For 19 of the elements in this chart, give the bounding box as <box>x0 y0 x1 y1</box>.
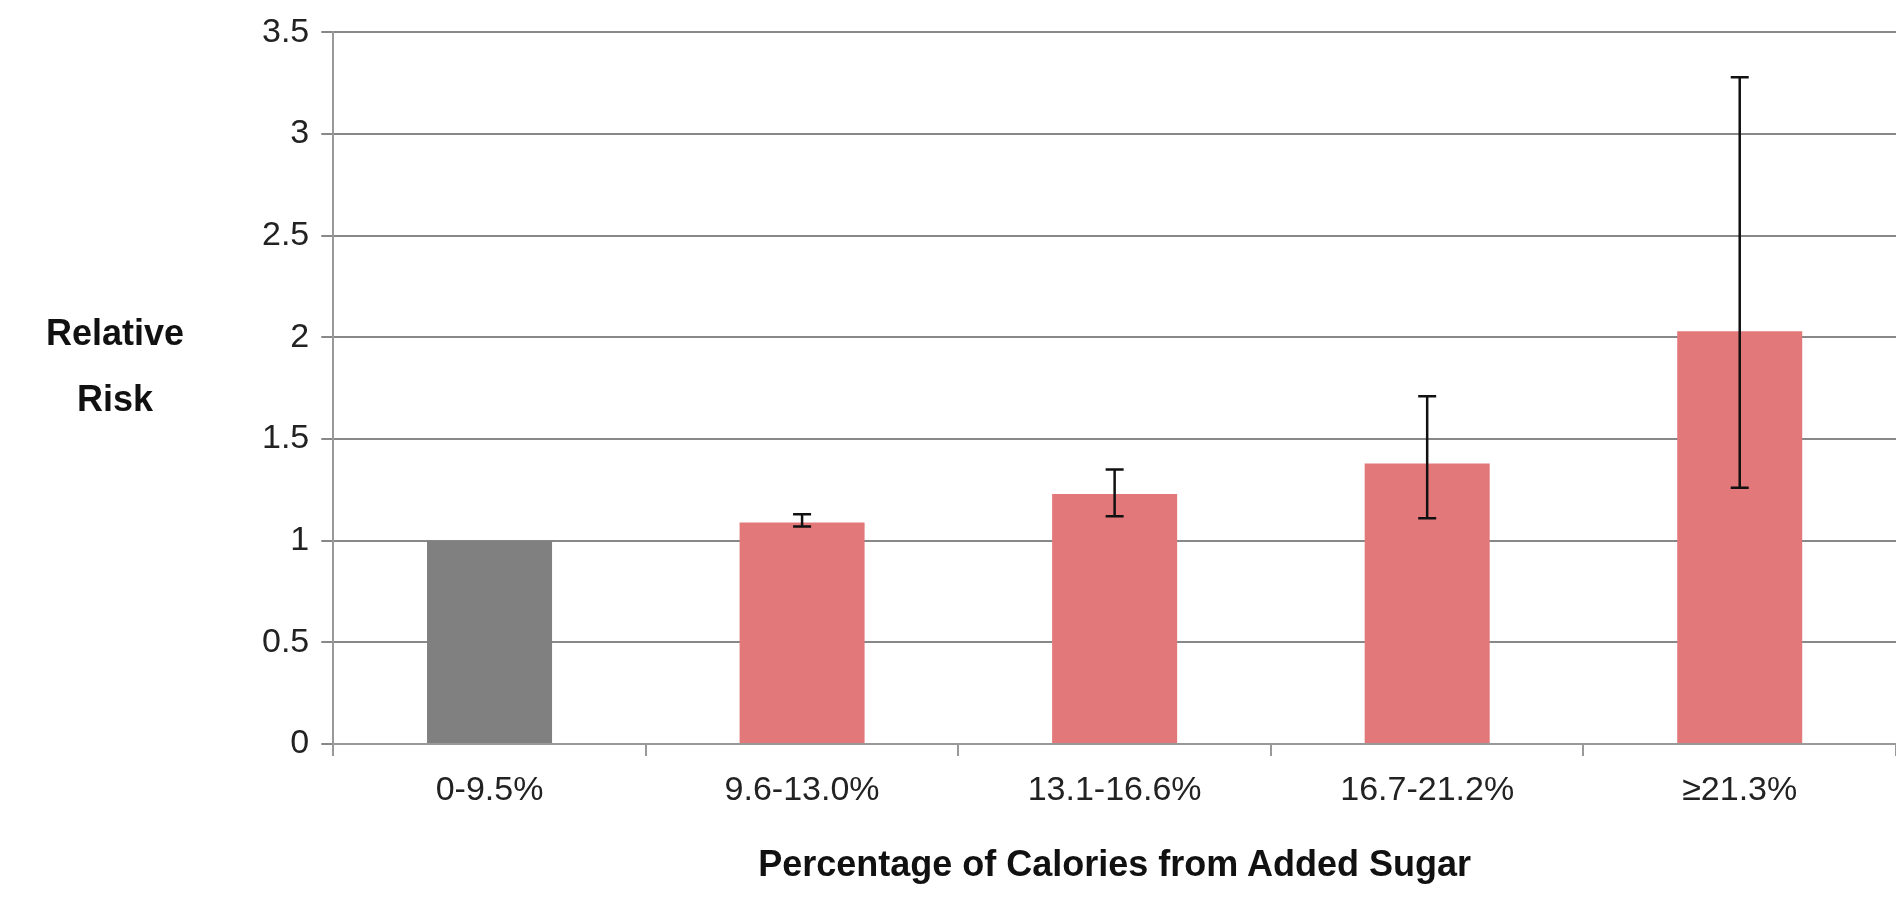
x-axis-title: Percentage of Calories from Added Sugar <box>758 843 1472 885</box>
bar <box>1052 493 1178 743</box>
y-axis-title: Relative Risk <box>45 312 185 420</box>
x-tick-label: ≥21.3% <box>1682 768 1798 807</box>
y-tick-label: 2 <box>290 315 310 354</box>
bar <box>1677 331 1803 743</box>
y-tick-label: 3 <box>290 112 310 151</box>
y-tick-label: 0 <box>290 722 310 761</box>
y-tick-label: 1.5 <box>262 417 310 456</box>
x-tick-label: 0-9.5% <box>435 768 544 807</box>
x-tick-label: 13.1-16.6% <box>1027 768 1202 807</box>
x-tick-label: 9.6-13.0% <box>724 768 880 807</box>
bar <box>739 522 865 743</box>
y-tick-label: 1 <box>290 519 310 558</box>
x-tick-label: 16.7-21.2% <box>1340 768 1515 807</box>
y-tick-label: 3.5 <box>262 10 310 49</box>
y-tick-label: 0.5 <box>262 620 310 659</box>
y-tick-label: 2.5 <box>262 214 310 253</box>
bar <box>1364 463 1490 743</box>
